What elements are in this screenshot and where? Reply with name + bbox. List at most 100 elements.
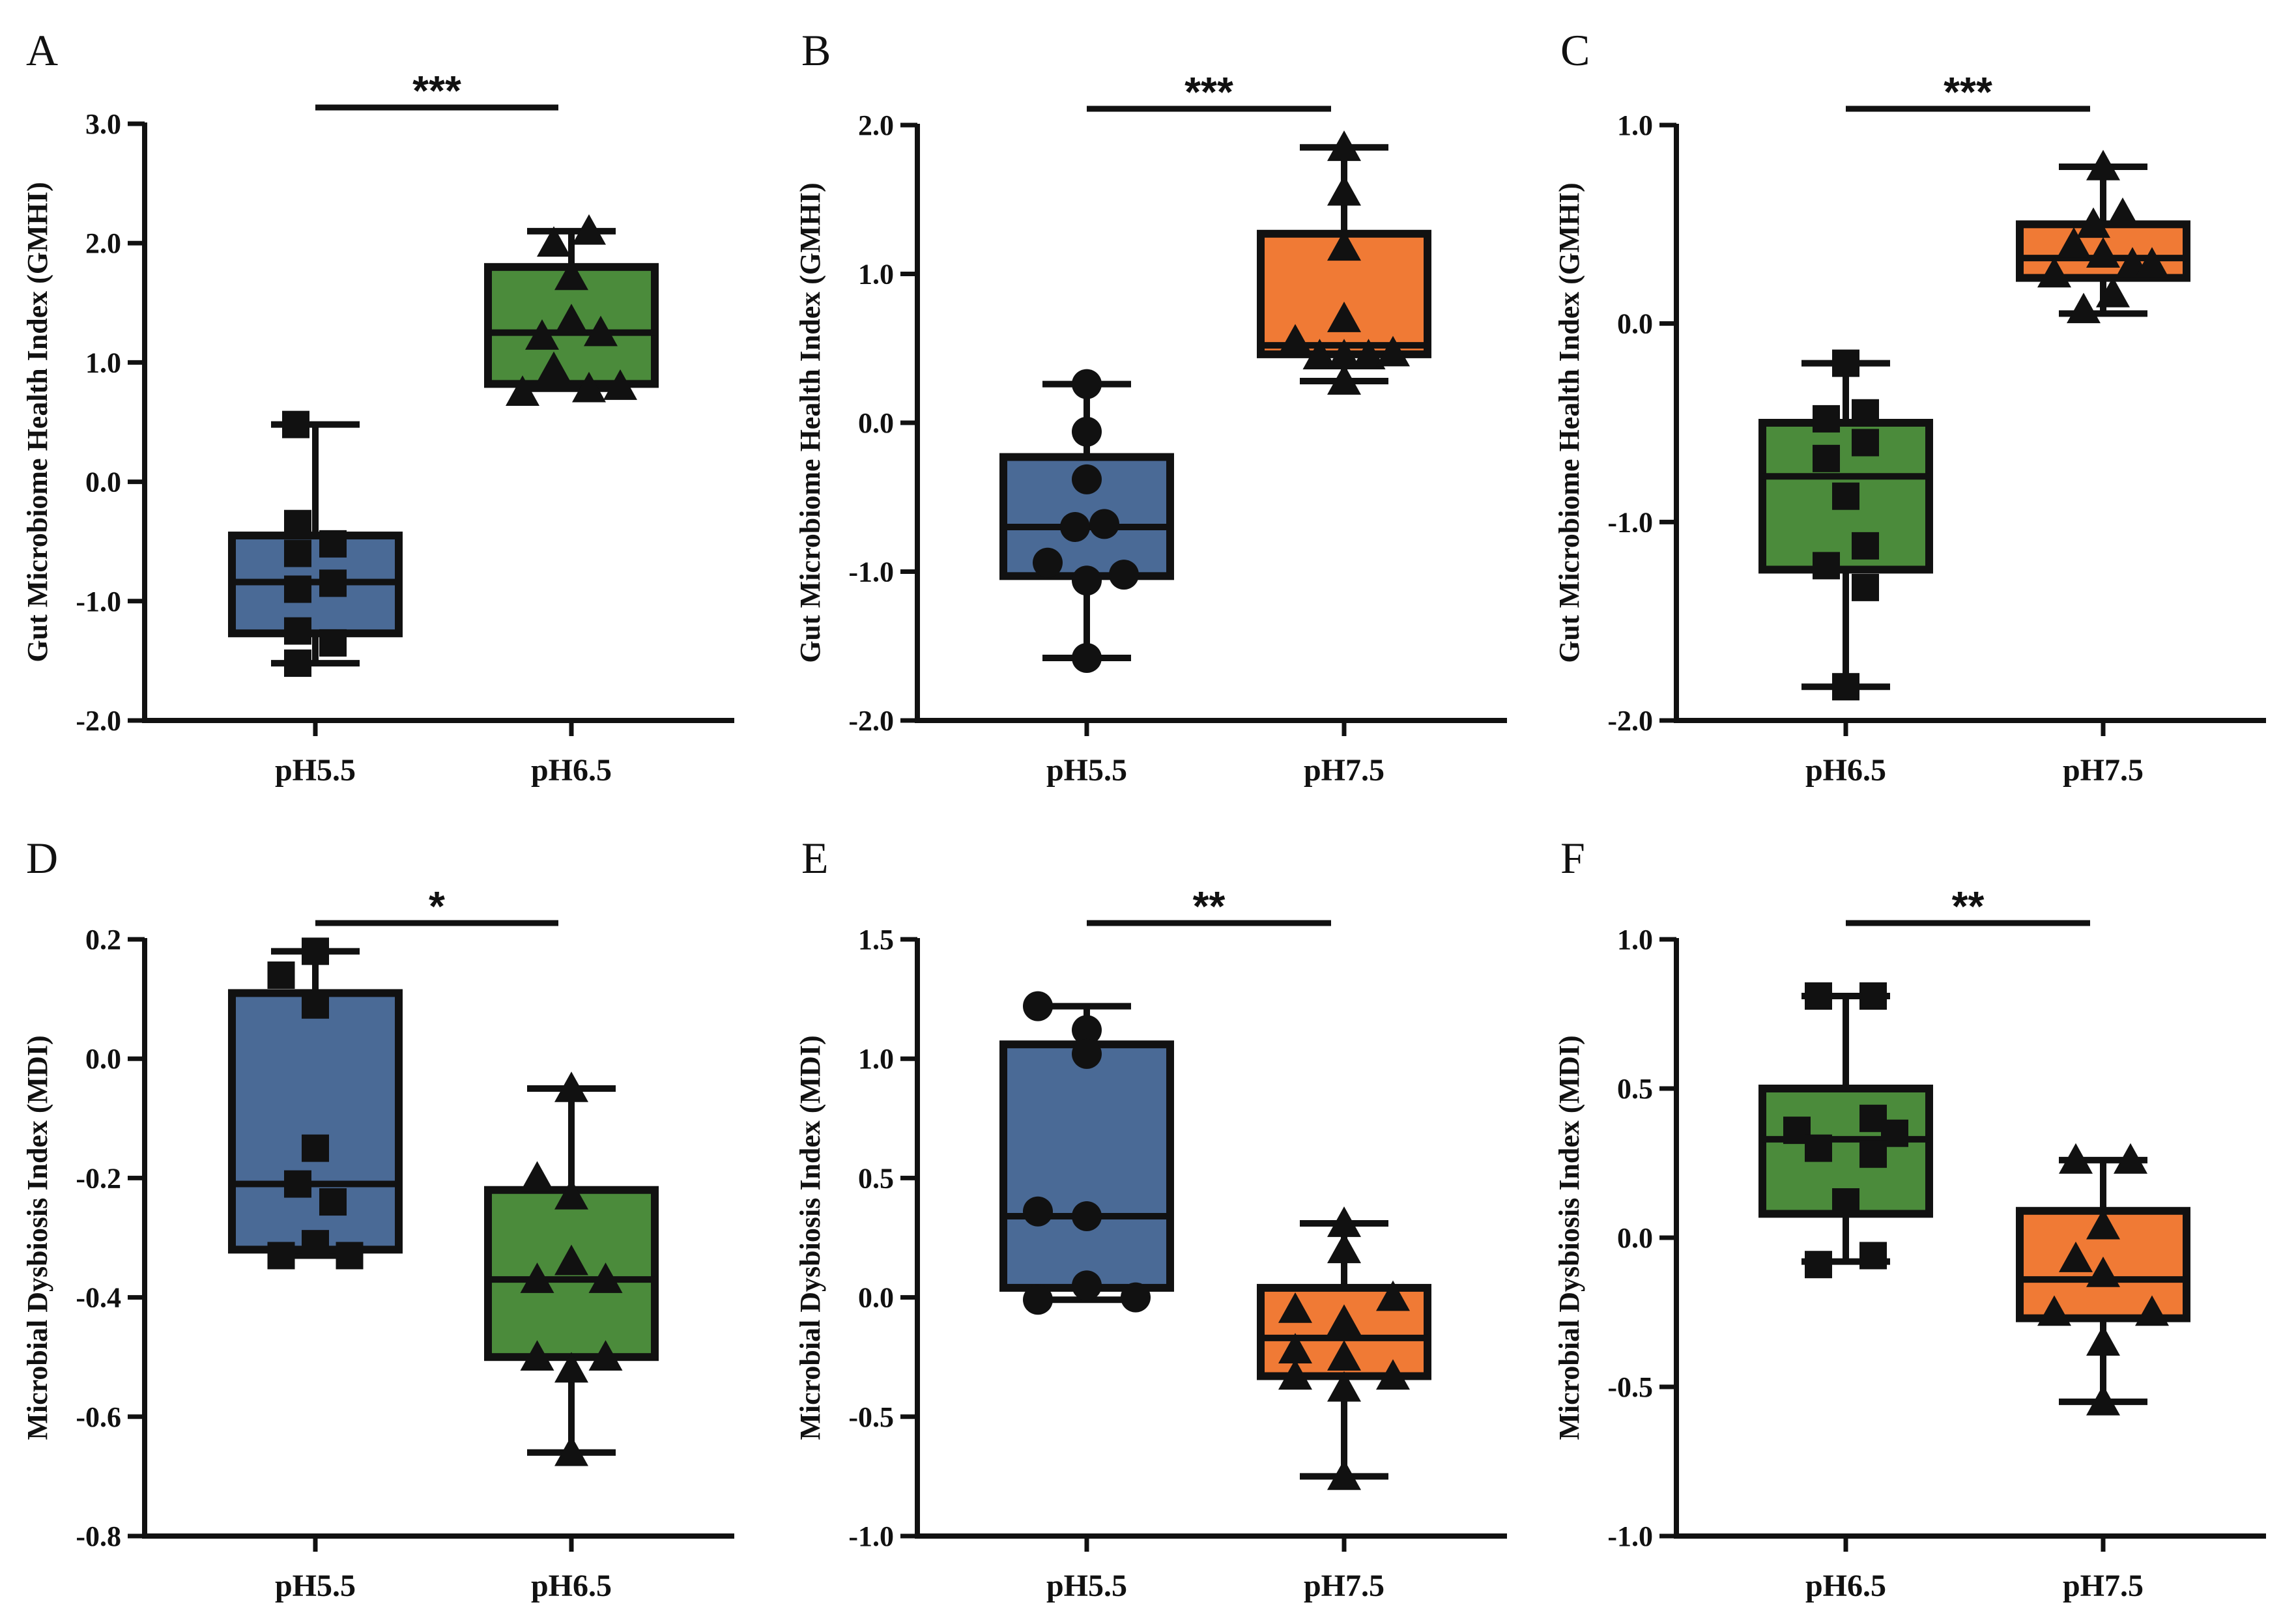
y-tick-label: -1.0 [76, 586, 121, 618]
data-point [554, 1435, 588, 1466]
data-point [1121, 1282, 1151, 1313]
data-point [584, 315, 618, 347]
y-tick-label: -0.6 [76, 1401, 121, 1433]
data-point [1805, 982, 1832, 1010]
x-category-label: pH6.5 [1805, 1569, 1886, 1603]
data-point [319, 1188, 347, 1216]
data-point [1813, 552, 1840, 580]
box-group-ph5-5: pH5.5 [999, 991, 1174, 1603]
y-tick-label: 3.0 [85, 108, 121, 140]
significance-stars: * [429, 883, 445, 930]
y-tick-label: 0.5 [1617, 1073, 1653, 1105]
box-group-ph6-5: pH6.5 [484, 214, 659, 788]
data-point [1327, 1371, 1361, 1402]
data-point [1327, 1459, 1361, 1490]
box-group-ph6-5: pH6.5 [484, 1072, 659, 1603]
y-axis-title: Microbial Dysbiosis Index (MDI) [22, 1035, 53, 1440]
x-category-label: pH7.5 [1304, 753, 1385, 788]
data-point [1351, 339, 1386, 369]
data-point [2114, 1143, 2147, 1174]
data-point [319, 569, 347, 597]
data-point [302, 991, 329, 1019]
data-point [1376, 1280, 1410, 1311]
panel-a: A -2.0 -1.0 0.0 1.0 2.0 3.0 Gut Microbiome Heal… [22, 25, 734, 788]
data-point [267, 1242, 295, 1270]
data-point [1859, 1140, 1887, 1168]
y-tick-label: 1.0 [1617, 109, 1653, 141]
data-point [506, 375, 539, 406]
data-point [2037, 1295, 2071, 1326]
data-point [282, 410, 309, 438]
data-point [1376, 1359, 1410, 1390]
box-group-ph7-5: pH7.5 [1257, 130, 1431, 788]
data-point [302, 1134, 329, 1162]
data-point [284, 539, 311, 567]
data-point [1327, 1304, 1361, 1335]
significance-stars: ** [1952, 883, 1985, 930]
y-tick-label: -2.0 [848, 705, 894, 737]
data-point [1327, 175, 1361, 206]
x-category-label: pH6.5 [531, 1569, 612, 1603]
data-point [1852, 399, 1879, 427]
box-group-ph7-5: pH7.5 [2016, 149, 2190, 788]
y-tick-label: 2.0 [85, 227, 121, 259]
y-tick-label: -0.8 [76, 1520, 121, 1552]
data-point [2135, 1295, 2169, 1326]
y-tick-label: -0.5 [1607, 1371, 1653, 1403]
box-group-ph5-5: pH5.5 [228, 937, 403, 1603]
y-tick-label: 0.0 [85, 1043, 121, 1075]
data-point [1072, 1038, 1102, 1069]
iqr-box [999, 1040, 1174, 1292]
data-point [284, 617, 311, 645]
data-point [1278, 1333, 1312, 1364]
box-group-ph6-5: pH6.5 [1758, 982, 1933, 1603]
data-point [1072, 369, 1102, 399]
x-category-label: pH6.5 [531, 753, 612, 788]
significance-stars: ** [1193, 883, 1226, 930]
panel-c: C -2.0 -1.0 0.0 1.0 Gut Microbiome Health Ind… [1553, 25, 2266, 788]
data-point [588, 1262, 623, 1293]
data-point [1072, 464, 1102, 494]
data-point [1327, 230, 1361, 261]
y-axis-title: Gut Microbiome Health Index (GMHI) [794, 182, 826, 662]
box-group-ph5-5: pH5.5 [999, 369, 1174, 788]
data-point [537, 351, 571, 382]
data-point [2086, 1208, 2120, 1240]
data-point [319, 629, 347, 657]
data-point [1859, 1242, 1887, 1270]
data-point [1852, 573, 1879, 601]
data-point [1023, 1285, 1053, 1315]
data-point [1089, 509, 1119, 539]
data-point [1072, 565, 1102, 596]
data-point [1327, 1206, 1361, 1237]
data-point [2086, 149, 2120, 180]
significance-stars: *** [412, 67, 461, 114]
panel-letter: D [26, 833, 58, 883]
data-point [2059, 1143, 2093, 1174]
data-point [1278, 324, 1312, 355]
x-category-label: pH7.5 [2063, 753, 2144, 788]
data-point [2067, 292, 2101, 324]
data-point [520, 1161, 554, 1192]
data-point [302, 1230, 329, 1258]
data-point [588, 1340, 623, 1371]
data-point [1072, 643, 1102, 674]
data-point [1033, 547, 1063, 578]
data-point [1327, 1340, 1361, 1371]
data-point [284, 1170, 311, 1198]
data-point [267, 961, 295, 989]
data-point [2135, 247, 2169, 278]
data-point [1278, 1359, 1312, 1390]
panel-d: D -0.8 -0.6 -0.4 -0.2 0.0 0.2 Microbial Dysbios… [22, 833, 734, 1603]
panel-b: B -2.0 -1.0 0.0 1.0 2.0 Gut Microbiome Health … [794, 25, 1507, 788]
x-category-label: pH5.5 [1046, 1569, 1127, 1603]
y-tick-label: 1.0 [85, 347, 121, 378]
x-category-label: pH6.5 [1805, 753, 1886, 788]
data-point [572, 214, 606, 245]
x-category-label: pH5.5 [275, 753, 356, 788]
significance-stars: *** [1944, 68, 1992, 115]
y-axis-title: Microbial Dysbiosis Index (MDI) [1553, 1035, 1585, 1440]
x-category-label: pH7.5 [2063, 1569, 2144, 1603]
data-point [1278, 1292, 1312, 1323]
y-tick-label: 0.0 [1617, 1222, 1653, 1254]
